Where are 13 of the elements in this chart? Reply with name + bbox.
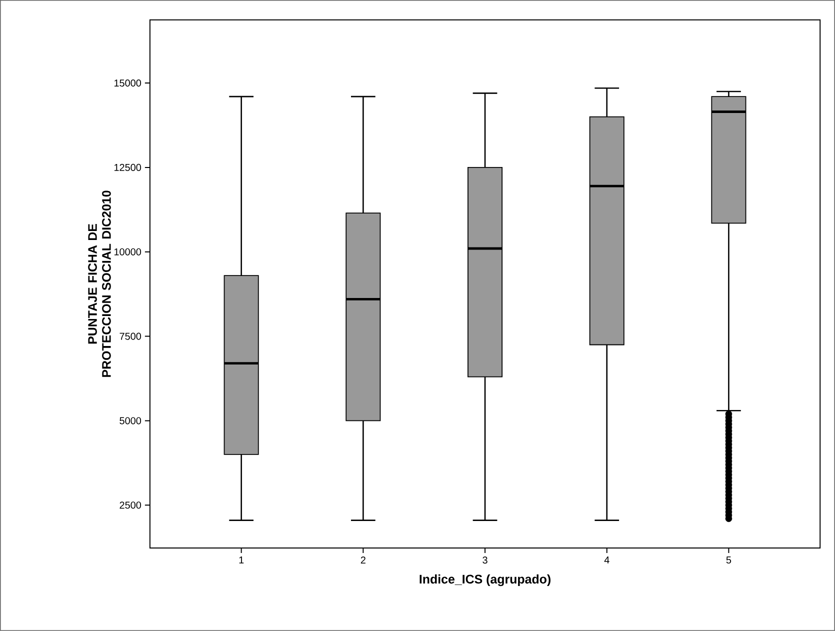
y-tick-label: 15000 <box>114 80 142 87</box>
y-tick-label: 5000 <box>120 417 142 424</box>
y-tick-label: 12500 <box>114 164 142 172</box>
x-tick-label: 4 <box>604 556 610 564</box>
x-tick-label: 3 <box>482 556 488 564</box>
x-axis-title: Indice_ICS (agrupado) <box>420 574 550 586</box>
y-tick-label: 7500 <box>120 332 142 340</box>
x-tick-label: 2 <box>360 556 366 564</box>
x-tick-label: 1 <box>239 556 244 564</box>
y-axis-title: PUNTAJE FICHA DE PROTECCION SOCIAL DIC2010 <box>88 190 111 377</box>
y-tick-label: 10000 <box>114 248 142 256</box>
x-tick-label: 5 <box>726 556 732 564</box>
y-tick-label: 2500 <box>120 502 142 509</box>
